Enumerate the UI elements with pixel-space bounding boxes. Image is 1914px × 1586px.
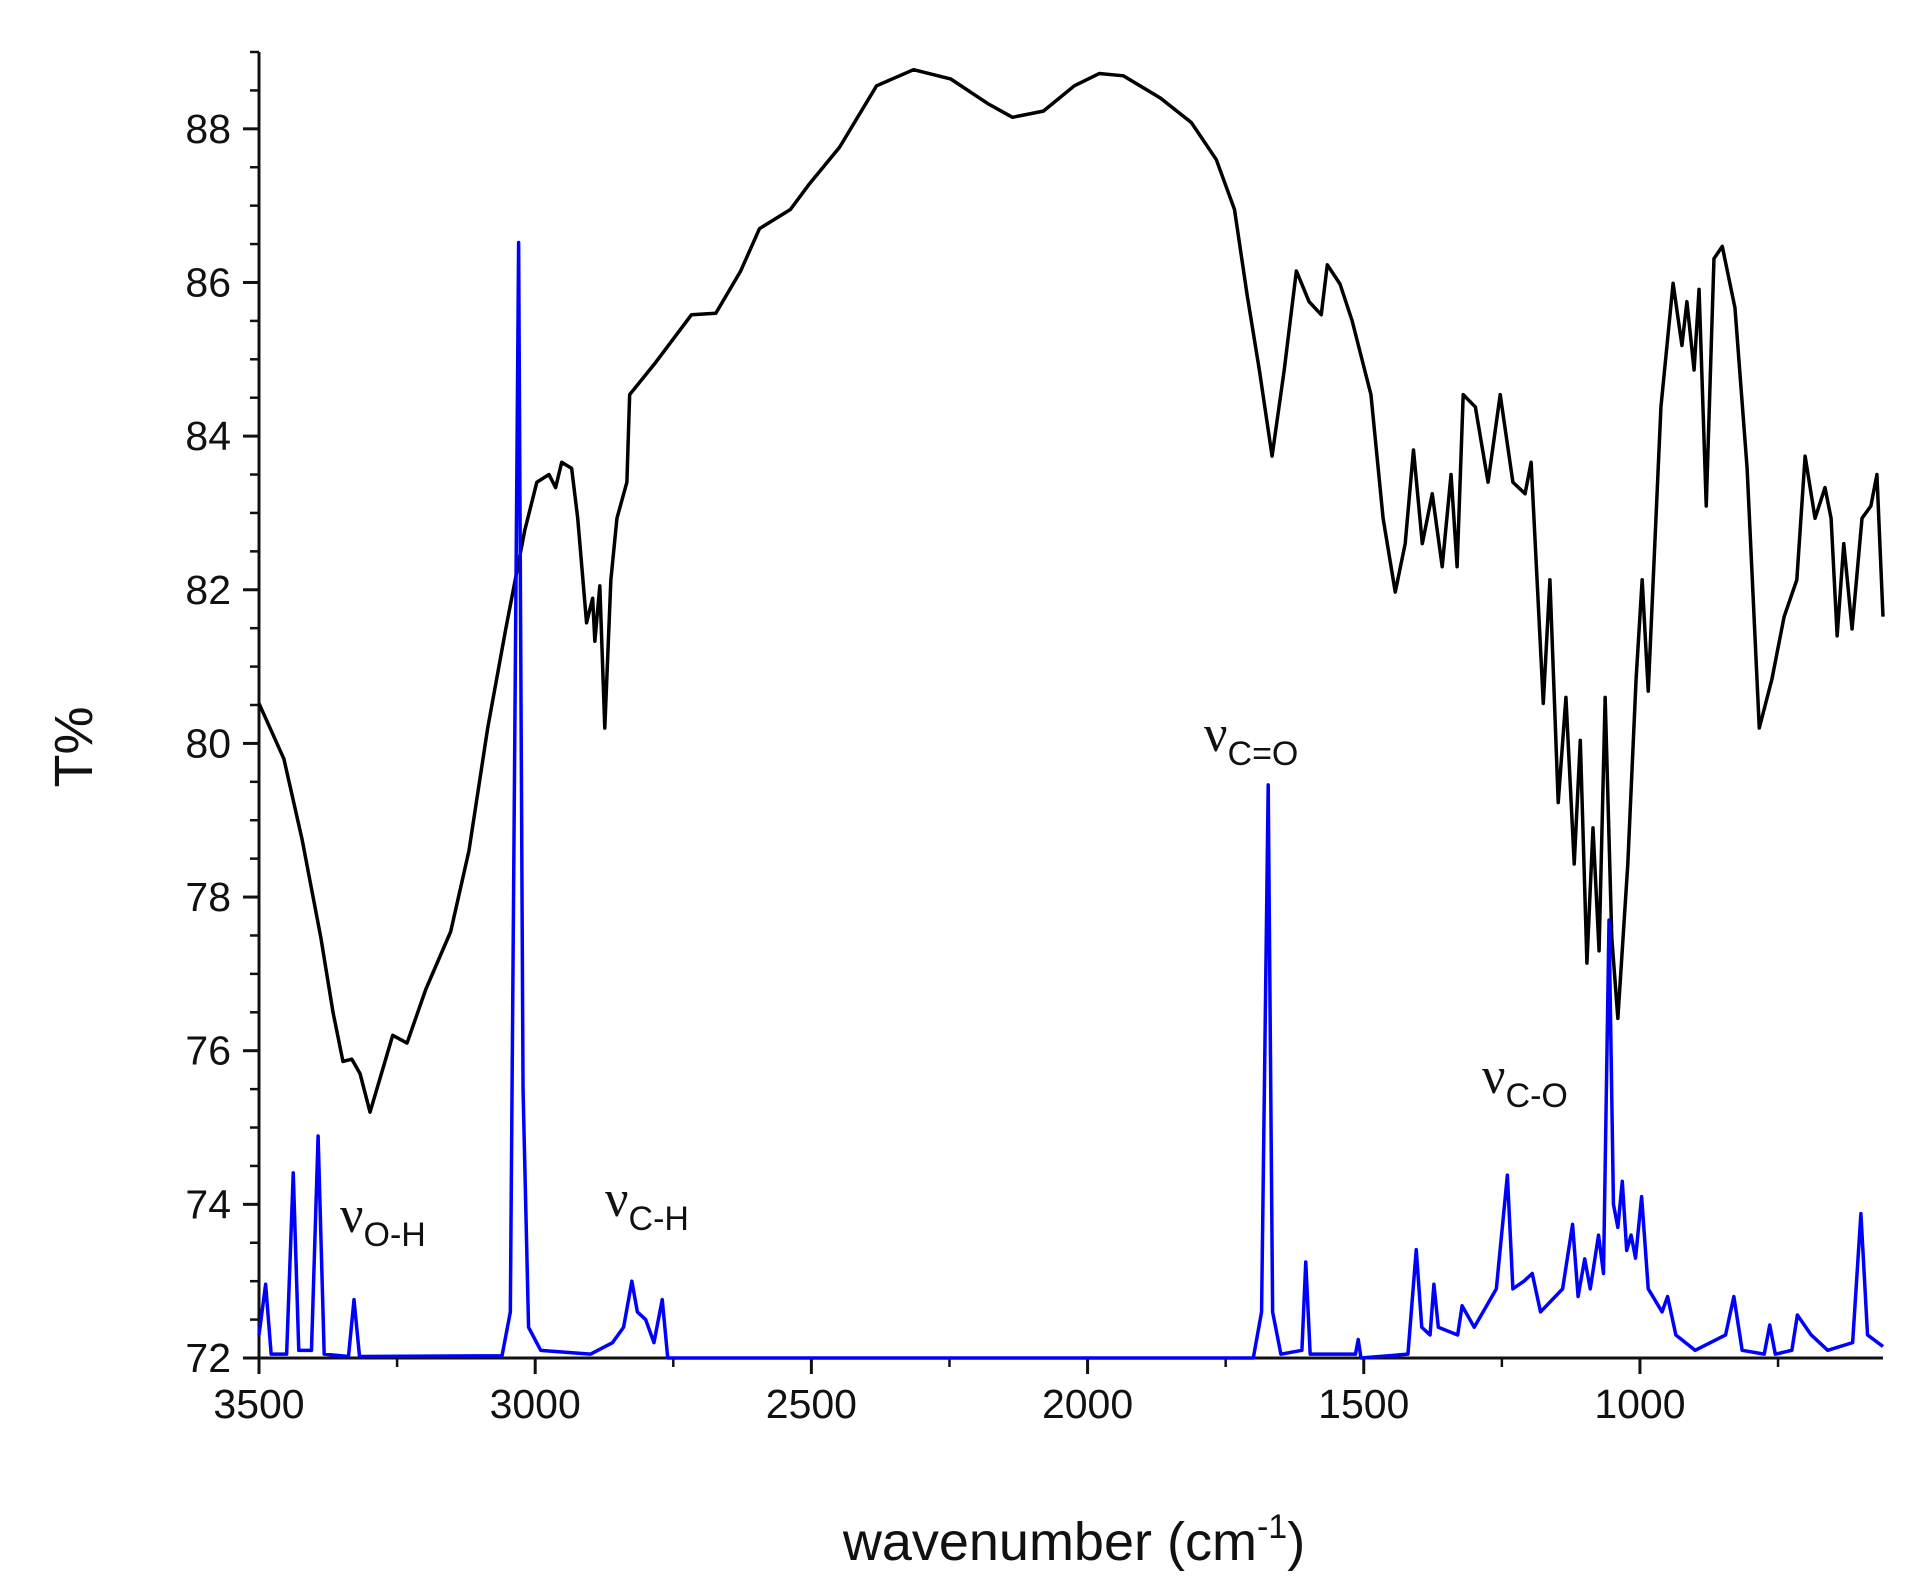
annotation-symbol: ν — [605, 1171, 629, 1228]
annotation-symbol: ν — [1482, 1048, 1506, 1105]
y-tick-label: 82 — [185, 567, 231, 613]
annotation-subscript: O-H — [364, 1216, 426, 1254]
x-tick-label: 3500 — [213, 1381, 304, 1427]
y-tick-label: 72 — [185, 1335, 231, 1381]
x-tick-label: 3000 — [490, 1381, 581, 1427]
x-axis-title: wavenumber (cm-1) — [842, 1508, 1305, 1572]
y-tick-label: 76 — [185, 1028, 231, 1074]
x-axis-title-sup: -1 — [1257, 1508, 1287, 1546]
annotation-symbol: ν — [1204, 706, 1228, 763]
annotation-symbol: ν — [340, 1187, 364, 1244]
x-tick-label: 2000 — [1042, 1381, 1133, 1427]
annotation-subscript: C-O — [1506, 1077, 1568, 1115]
annotation: νC-H — [605, 1171, 689, 1238]
annotation: νO-H — [340, 1187, 426, 1254]
annotation: νC=O — [1204, 706, 1298, 773]
y-tick-label: 84 — [185, 413, 231, 459]
x-tick-label: 2500 — [766, 1381, 857, 1427]
annotation-subscript: C-H — [629, 1200, 689, 1238]
y-tick-label: 78 — [185, 874, 231, 920]
spectrum-line — [257, 67, 1885, 1114]
y-tick-label: 80 — [185, 720, 231, 766]
x-axis-title-text: wavenumber (cm — [842, 1512, 1257, 1572]
x-axis-title-end: ) — [1287, 1512, 1305, 1572]
y-axis-title: T% — [44, 707, 104, 788]
spectrum-line — [257, 240, 1885, 1360]
y-tick-label: 88 — [185, 106, 231, 152]
annotation-subscript: C=O — [1228, 735, 1299, 773]
y-tick-label: 86 — [185, 259, 231, 305]
x-tick-label: 1000 — [1594, 1381, 1685, 1427]
x-tick-label: 1500 — [1318, 1381, 1409, 1427]
y-tick-label: 74 — [185, 1181, 231, 1227]
annotation: νC-O — [1482, 1048, 1568, 1115]
